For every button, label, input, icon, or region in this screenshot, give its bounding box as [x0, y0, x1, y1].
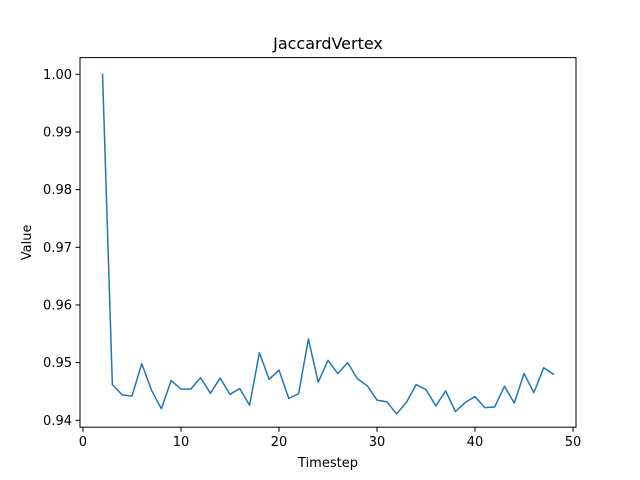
x-tick-label: 50 — [565, 435, 582, 450]
x-tick-label: 20 — [271, 435, 288, 450]
series-line — [101, 73, 555, 415]
chart-title: JaccardVertex — [272, 34, 383, 53]
y-tick-label: 0.96 — [43, 298, 72, 313]
x-tick-label: 40 — [467, 435, 484, 450]
x-tick-label: 30 — [369, 435, 386, 450]
y-tick-label: 0.99 — [43, 125, 72, 140]
plot-frame — [79, 57, 577, 428]
ticks-layer: 0 10 20 30 40 50 0.94 0.95 0.96 0.97 0.98 0.99 1.00 — [43, 68, 581, 450]
x-tick-label: 0 — [79, 435, 87, 450]
y-axis-label: Value — [20, 225, 35, 261]
series-layer — [101, 73, 555, 415]
plot-background — [80, 57, 576, 428]
x-axis-label: Timestep — [297, 456, 358, 471]
x-tick-label: 10 — [173, 435, 190, 450]
y-tick-label: 0.94 — [43, 414, 72, 429]
y-tick-label: 1.00 — [43, 68, 72, 83]
y-tick-label: 0.97 — [43, 241, 72, 256]
y-tick-label: 0.95 — [43, 356, 72, 371]
y-tick-label: 0.98 — [43, 183, 72, 198]
